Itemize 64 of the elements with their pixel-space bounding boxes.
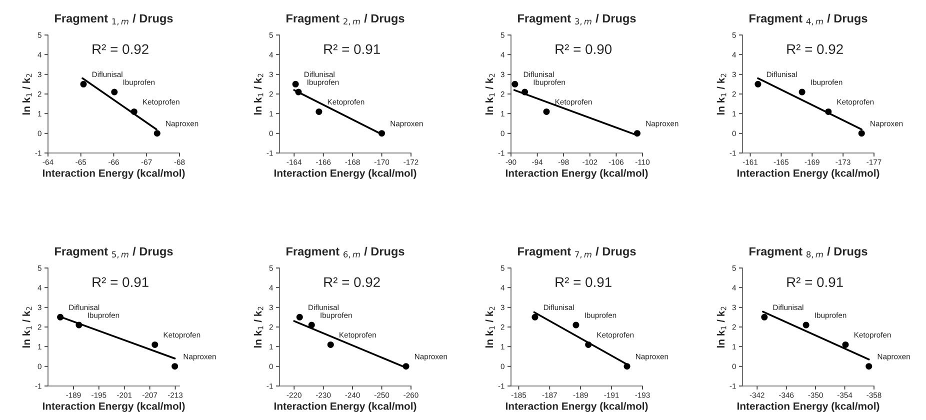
x-axis-title: Interaction Energy (kcal/mol)	[737, 169, 880, 179]
chart-title: Fragment $_{3,m}$ / Drugs	[518, 14, 636, 26]
point	[316, 108, 322, 115]
point	[532, 314, 538, 320]
point	[80, 80, 87, 88]
chart-title: Fragment $_{2,m}$ / Drugs	[286, 14, 404, 26]
point	[522, 88, 528, 96]
annotation: R² = 0.91	[556, 277, 612, 288]
point	[327, 341, 334, 348]
point	[754, 80, 762, 88]
x-axis-title: Interaction Energy (kcal/mol)	[274, 169, 416, 179]
point	[543, 108, 550, 115]
y-axis-title: ln k$_{1}$ / k$_{2}$	[22, 74, 32, 115]
point	[57, 314, 64, 320]
point	[761, 314, 768, 320]
y-axis-title: ln k$_{1}$ / k$_{2}$	[485, 74, 495, 115]
x-axis-title: Interaction Energy (kcal/mol)	[42, 402, 185, 412]
point	[624, 363, 630, 370]
point	[798, 88, 806, 96]
x-axis-title: Interaction Energy (kcal/mol)	[737, 402, 880, 412]
point	[802, 322, 810, 328]
chart-title: Fragment $_{6,m}$ / Drugs	[286, 246, 404, 258]
annotation: R² = 0.90	[556, 44, 612, 54]
point	[378, 130, 386, 137]
point	[152, 341, 158, 348]
annotation: R² = 0.91	[92, 277, 148, 288]
y-axis-title: ln k$_{1}$ / k$_{2}$	[22, 306, 32, 348]
chart-title: Fragment $_{1,m}$ / Drugs	[55, 14, 173, 26]
x-axis-title: Interaction Energy (kcal/mol)	[506, 402, 648, 412]
point	[512, 80, 518, 88]
point	[76, 322, 82, 328]
annotation: R² = 0.92	[92, 44, 148, 54]
point	[858, 130, 865, 137]
point	[842, 341, 849, 348]
chart-title: Fragment $_{4,m}$ / Drugs	[750, 14, 868, 26]
point	[296, 314, 303, 320]
point	[154, 130, 160, 137]
x-axis-title: Interaction Energy (kcal/mol)	[506, 169, 648, 179]
chart-title: Fragment $_{8,m}$ / Drugs	[750, 246, 868, 258]
point	[130, 108, 138, 115]
annotation: R² = 0.91	[324, 44, 380, 54]
y-axis-title: ln k$_{1}$ / k$_{2}$	[485, 306, 495, 348]
y-axis-title: ln k$_{1}$ / k$_{2}$	[254, 306, 264, 348]
point	[111, 88, 118, 96]
point	[308, 322, 315, 328]
point	[172, 363, 178, 370]
point	[402, 363, 410, 370]
point	[572, 322, 580, 328]
x-axis-title: Interaction Energy (kcal/mol)	[42, 169, 185, 179]
point	[585, 341, 592, 348]
point	[634, 130, 640, 137]
point	[825, 108, 832, 115]
y-axis-title: ln k$_{1}$ / k$_{2}$	[716, 306, 726, 348]
point	[295, 88, 302, 96]
point	[292, 80, 299, 88]
chart-title: Fragment $_{5,m}$ / Drugs	[55, 246, 173, 258]
x-axis-title: Interaction Energy (kcal/mol)	[274, 402, 416, 412]
annotation: R² = 0.91	[787, 277, 843, 288]
y-axis-title: ln k$_{1}$ / k$_{2}$	[716, 74, 726, 115]
annotation: R² = 0.92	[787, 44, 843, 54]
chart-title: Fragment $_{7,m}$ / Drugs	[518, 246, 636, 258]
point	[866, 363, 872, 370]
y-axis-title: ln k$_{1}$ / k$_{2}$	[254, 74, 264, 115]
annotation: R² = 0.92	[324, 277, 380, 288]
